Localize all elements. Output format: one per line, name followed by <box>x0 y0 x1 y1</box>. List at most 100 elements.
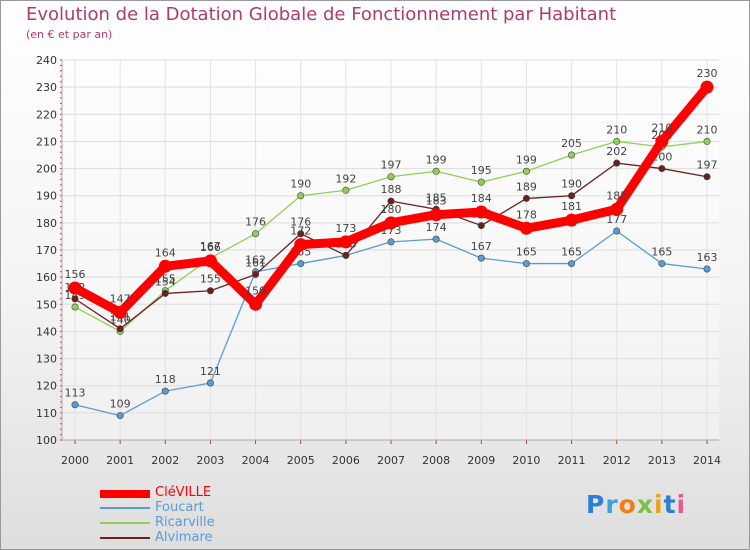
y-tick-label: 220 <box>36 108 57 121</box>
data-label-clville: 210 <box>651 121 672 134</box>
data-label-alvimare: 190 <box>561 178 582 191</box>
y-tick-label: 240 <box>36 54 57 67</box>
data-label-clville: 150 <box>245 284 266 297</box>
data-label-foucart: 167 <box>471 240 492 253</box>
data-label-foucart: 121 <box>200 365 221 378</box>
data-label-clville: 173 <box>335 222 356 235</box>
data-point-alvimare <box>658 165 666 173</box>
legend-swatch-foucart <box>100 507 150 509</box>
y-tick-label: 200 <box>36 163 57 176</box>
x-tick-label: 2006 <box>332 454 360 467</box>
y-tick-label: 190 <box>36 190 57 203</box>
data-point-clville <box>474 205 488 219</box>
data-point-alvimare <box>206 287 214 295</box>
data-point-alvimare <box>522 194 530 202</box>
x-tick-label: 2004 <box>242 454 270 467</box>
legend-label-alvimare: Alvimare <box>155 530 213 545</box>
data-label-clville: 166 <box>200 241 221 254</box>
legend-label-ricarville: Ricarville <box>155 515 215 530</box>
data-point-ricarville <box>252 230 260 238</box>
data-label-ricarville: 197 <box>381 159 402 172</box>
data-point-foucart <box>477 254 485 262</box>
data-label-clville: 180 <box>381 203 402 216</box>
data-point-clville <box>519 221 533 235</box>
data-point-ricarville <box>522 167 530 175</box>
data-label-alvimare: 189 <box>516 180 537 193</box>
data-label-clville: 230 <box>697 67 718 80</box>
y-tick-label: 100 <box>36 434 57 447</box>
y-tick-label: 150 <box>36 298 57 311</box>
data-label-foucart: 162 <box>245 254 266 267</box>
logo-letter: t <box>663 490 677 519</box>
data-point-ricarville <box>703 137 711 145</box>
data-label-clville: 156 <box>65 268 86 281</box>
data-point-foucart <box>658 260 666 268</box>
data-point-ricarville <box>568 151 576 159</box>
data-label-foucart: 109 <box>110 398 131 411</box>
data-label-ricarville: 195 <box>471 164 492 177</box>
logo-letter: o <box>618 490 637 519</box>
data-point-clville <box>339 235 353 249</box>
logo-letter: i <box>654 490 664 519</box>
data-label-alvimare: 154 <box>155 275 176 288</box>
logo-letter: x <box>636 490 654 519</box>
logo-letter: r <box>605 490 619 519</box>
data-point-alvimare <box>703 173 711 181</box>
x-tick-label: 2000 <box>61 454 89 467</box>
data-label-ricarville: 199 <box>426 153 447 166</box>
data-point-ricarville <box>432 167 440 175</box>
data-point-clville <box>429 208 443 222</box>
x-tick-label: 2001 <box>106 454 134 467</box>
data-point-clville <box>158 259 172 273</box>
x-tick-label: 2007 <box>377 454 405 467</box>
x-tick-label: 2009 <box>467 454 495 467</box>
data-label-alvimare: 161 <box>245 256 266 269</box>
y-tick-label: 170 <box>36 244 57 257</box>
x-tick-label: 2003 <box>196 454 224 467</box>
data-label-foucart: 165 <box>561 246 582 259</box>
data-point-foucart <box>116 412 124 420</box>
data-label-ricarville: 140 <box>110 313 131 326</box>
data-point-alvimare <box>252 270 260 278</box>
data-point-clville <box>655 134 669 148</box>
data-point-foucart <box>703 265 711 273</box>
data-label-foucart: 174 <box>426 221 447 234</box>
data-label-alvimare: 155 <box>200 273 221 286</box>
x-tick-label: 2013 <box>648 454 676 467</box>
data-label-foucart: 118 <box>155 373 176 386</box>
data-point-clville <box>294 238 308 252</box>
y-tick-label: 120 <box>36 380 57 393</box>
data-point-alvimare <box>342 251 350 259</box>
data-label-clville: 164 <box>155 246 176 259</box>
data-point-clville <box>610 202 624 216</box>
chart-subtitle: (en € et par an) <box>26 28 113 41</box>
y-tick-label: 210 <box>36 135 57 148</box>
data-point-clville <box>700 80 714 94</box>
data-label-clville: 185 <box>606 189 627 202</box>
data-point-alvimare <box>613 159 621 167</box>
data-label-clville: 181 <box>561 200 582 213</box>
data-point-ricarville <box>342 186 350 194</box>
data-point-foucart <box>568 260 576 268</box>
y-tick-label: 110 <box>36 407 57 420</box>
data-label-alvimare: 185 <box>426 191 447 204</box>
data-point-alvimare <box>297 230 305 238</box>
data-point-foucart <box>206 379 214 387</box>
data-label-foucart: 113 <box>65 387 86 400</box>
data-label-clville: 178 <box>516 208 537 221</box>
data-label-foucart: 165 <box>651 246 672 259</box>
data-point-ricarville <box>297 192 305 200</box>
x-tick-label: 2011 <box>558 454 586 467</box>
y-tick-label: 160 <box>36 271 57 284</box>
data-label-foucart: 165 <box>516 246 537 259</box>
x-tick-label: 2014 <box>693 454 721 467</box>
data-label-alvimare: 188 <box>381 183 402 196</box>
x-tick-label: 2010 <box>512 454 540 467</box>
data-label-ricarville: 192 <box>335 172 356 185</box>
data-label-ricarville: 210 <box>606 123 627 136</box>
data-point-alvimare <box>116 325 124 333</box>
data-point-ricarville <box>613 137 621 145</box>
data-point-foucart <box>387 238 395 246</box>
data-label-ricarville: 210 <box>697 123 718 136</box>
data-point-foucart <box>613 227 621 235</box>
